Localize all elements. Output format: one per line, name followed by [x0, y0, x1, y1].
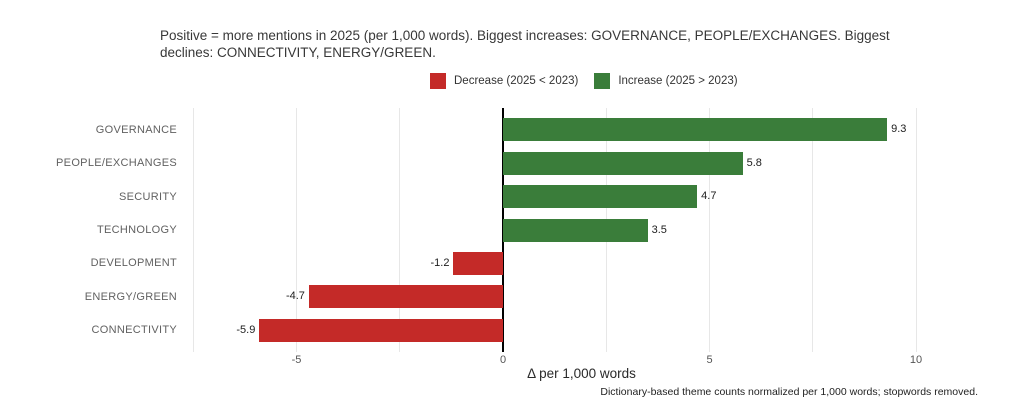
- category-label: CONNECTIVITY: [91, 324, 177, 337]
- bar-value-label: -1.2: [430, 256, 450, 269]
- legend-item-label: Decrease (2025 < 2023): [454, 75, 579, 87]
- gridline: [709, 108, 711, 352]
- category-label: GOVERNANCE: [95, 123, 177, 136]
- footer-caption: Dictionary-based theme counts normalized…: [600, 386, 978, 398]
- increase-swatch-icon: [594, 73, 611, 89]
- category-label: DEVELOPMENT: [90, 257, 177, 270]
- gridline: [812, 108, 814, 352]
- bar-technology: [503, 218, 648, 242]
- legend-item-label: Increase (2025 > 2023): [618, 75, 738, 87]
- x-tick-label: -5: [291, 354, 302, 366]
- bar-development: [453, 251, 504, 275]
- bar-connectivity: [259, 318, 504, 342]
- x-tick-label: 5: [706, 354, 713, 366]
- bar-governance: [503, 118, 888, 142]
- x-axis-title: Δ per 1,000 words: [527, 366, 636, 381]
- plot-area: 9.3 5.8 4.7 3.5 -1.2 -4.7 -5.9: [185, 108, 978, 352]
- bar-value-label: -4.7: [285, 290, 305, 303]
- decrease-swatch-icon: [430, 73, 446, 89]
- bar-energy-green: [308, 285, 504, 309]
- gridline: [915, 108, 917, 352]
- bar-security: [503, 185, 698, 209]
- chart-title: Positive = more mentions in 2025 (per 1,…: [160, 28, 890, 60]
- category-label: ENERGY/GREEN: [84, 290, 177, 303]
- x-tick-label: 10: [909, 354, 923, 366]
- category-label: TECHNOLOGY: [96, 224, 177, 236]
- category-axis: GOVERNANCE PEOPLE/EXCHANGES SECURITY TECHNO…: [0, 108, 177, 352]
- category-label: SECURITY: [118, 190, 177, 203]
- bar-value-label: 3.5: [651, 223, 667, 236]
- category-label: PEOPLE/EXCHANGES: [56, 157, 177, 170]
- gridline: [192, 108, 194, 352]
- gridline: [399, 108, 401, 352]
- legend-item: Decrease (2025 < 2023): [430, 73, 578, 89]
- bar-people-exchanges: [503, 151, 743, 175]
- legend: Decrease (2025 < 2023) Increase (2025 > 2…: [430, 73, 738, 89]
- legend-item: Increase (2025 > 2023): [594, 73, 738, 89]
- x-axis-ticks: -5 0 5 10: [185, 354, 978, 368]
- bar-value-label: 4.7: [701, 190, 717, 203]
- bar-value-label: 5.8: [746, 156, 762, 169]
- gridline: [296, 108, 298, 352]
- bar-value-label: -5.9: [236, 323, 256, 336]
- bar-value-label: 9.3: [891, 123, 907, 136]
- x-tick-label: 0: [499, 354, 507, 366]
